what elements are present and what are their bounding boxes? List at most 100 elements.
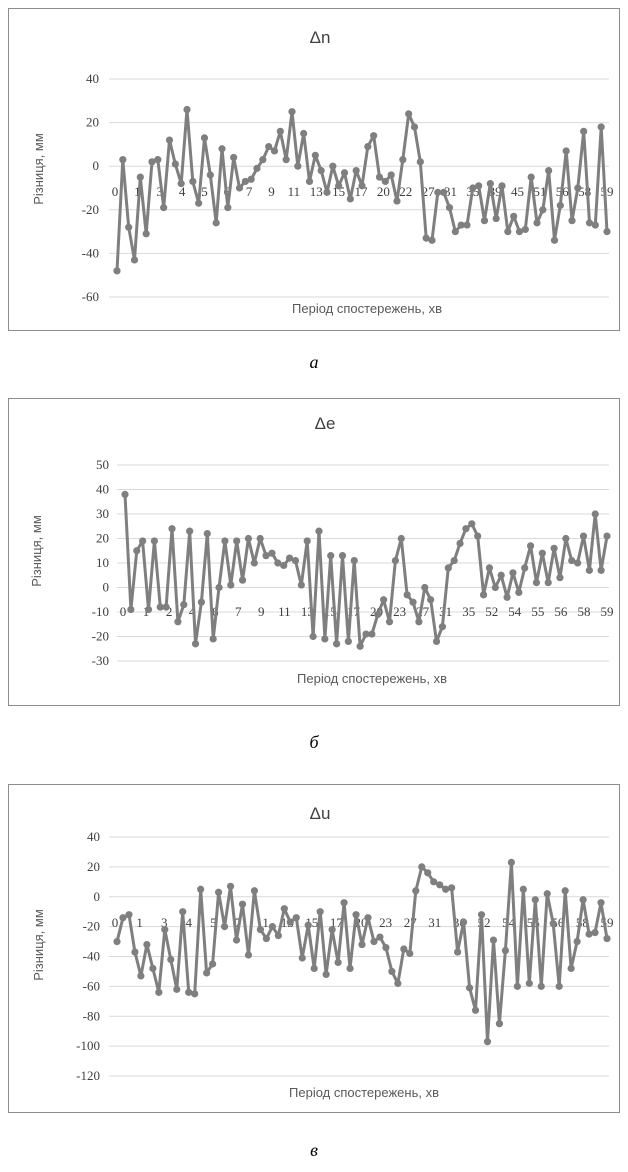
- data-point: [335, 182, 343, 190]
- data-point: [344, 637, 352, 645]
- data-point: [525, 979, 533, 987]
- data-point: [294, 162, 302, 170]
- data-point: [405, 110, 413, 118]
- data-point: [150, 537, 158, 545]
- y-tick-label: 50: [96, 457, 109, 472]
- data-point: [434, 188, 442, 196]
- x-axis-label: Період спостережень, хв: [289, 1085, 439, 1100]
- y-tick-label: 40: [96, 482, 109, 497]
- data-point: [338, 552, 347, 560]
- data-point: [591, 929, 599, 937]
- data-point: [130, 256, 139, 264]
- y-tick-label: 30: [96, 506, 109, 521]
- data-point: [394, 979, 402, 987]
- data-point: [227, 581, 235, 589]
- x-tick-label: 23: [393, 604, 406, 619]
- data-point: [603, 228, 611, 236]
- data-point: [574, 559, 582, 567]
- data-point: [203, 530, 211, 538]
- data-point: [562, 534, 570, 543]
- data-point: [119, 156, 127, 164]
- data-point: [477, 911, 486, 919]
- data-point: [538, 549, 546, 557]
- data-point: [215, 583, 223, 592]
- data-point: [230, 153, 238, 162]
- y-tick-label: -20: [82, 202, 99, 217]
- data-point: [167, 955, 175, 964]
- data-point: [350, 556, 358, 565]
- data-point: [568, 556, 576, 565]
- data-point: [561, 887, 569, 895]
- data-point: [305, 177, 314, 186]
- data-point: [233, 537, 241, 545]
- data-point: [161, 926, 169, 934]
- data-point: [480, 217, 489, 225]
- data-point: [509, 569, 517, 577]
- data-point: [556, 201, 564, 210]
- data-point: [113, 937, 121, 946]
- data-point: [492, 214, 500, 223]
- data-point: [256, 534, 264, 543]
- data-point: [165, 136, 174, 144]
- data-point: [183, 105, 191, 114]
- data-point: [501, 946, 510, 955]
- x-axis-label: Період спостережень, хв: [297, 671, 447, 686]
- data-point: [376, 933, 384, 941]
- data-point: [212, 219, 220, 227]
- data-point: [545, 166, 553, 175]
- data-point: [143, 940, 151, 949]
- data-point: [195, 199, 203, 207]
- data-point: [121, 490, 129, 498]
- data-point: [186, 527, 194, 535]
- x-tick-label: 13: [310, 184, 323, 199]
- data-point: [422, 234, 430, 242]
- data-point: [144, 605, 153, 614]
- data-point: [133, 547, 141, 555]
- data-point: [428, 236, 436, 244]
- data-point: [241, 177, 249, 186]
- y-tick-label: -40: [83, 949, 100, 964]
- x-tick-label: 7: [235, 604, 242, 619]
- x-tick-label: 0: [112, 184, 119, 199]
- data-point: [291, 556, 300, 565]
- data-point: [131, 948, 139, 956]
- y-tick-label: 0: [103, 580, 110, 595]
- x-tick-label: 11: [278, 604, 291, 619]
- data-point: [370, 132, 378, 140]
- data-point: [462, 525, 470, 533]
- data-point: [573, 937, 581, 946]
- x-tick-label: 20: [377, 184, 390, 199]
- data-point: [597, 899, 605, 907]
- data-point: [300, 129, 308, 138]
- data-point: [315, 527, 323, 535]
- data-point: [562, 147, 570, 155]
- data-point: [539, 206, 547, 214]
- data-point: [189, 177, 197, 186]
- data-point: [250, 559, 258, 567]
- data-point: [436, 881, 444, 889]
- x-tick-label: 59: [601, 184, 614, 199]
- data-point: [519, 885, 527, 893]
- data-point: [421, 583, 429, 592]
- data-point: [156, 603, 164, 611]
- data-point: [442, 885, 450, 893]
- data-point: [346, 195, 354, 203]
- data-point: [474, 532, 482, 540]
- data-point: [549, 920, 557, 928]
- chart-panel-de: Δe Різниця, мм Період спостережень, хв 5…: [8, 398, 620, 706]
- data-point: [160, 204, 168, 212]
- data-point: [180, 601, 188, 609]
- data-point: [495, 1020, 504, 1028]
- data-point: [568, 217, 576, 225]
- y-tick-label: 10: [96, 555, 109, 570]
- data-point: [382, 943, 390, 952]
- data-point: [430, 878, 438, 886]
- data-point: [387, 171, 395, 179]
- data-point: [340, 169, 349, 177]
- data-point: [209, 635, 217, 643]
- x-tick-label: 58: [577, 604, 590, 619]
- y-tick-label: 0: [93, 158, 100, 173]
- x-tick-label: 0: [112, 915, 119, 930]
- data-point: [352, 911, 360, 919]
- chart-title: Δn: [310, 28, 331, 47]
